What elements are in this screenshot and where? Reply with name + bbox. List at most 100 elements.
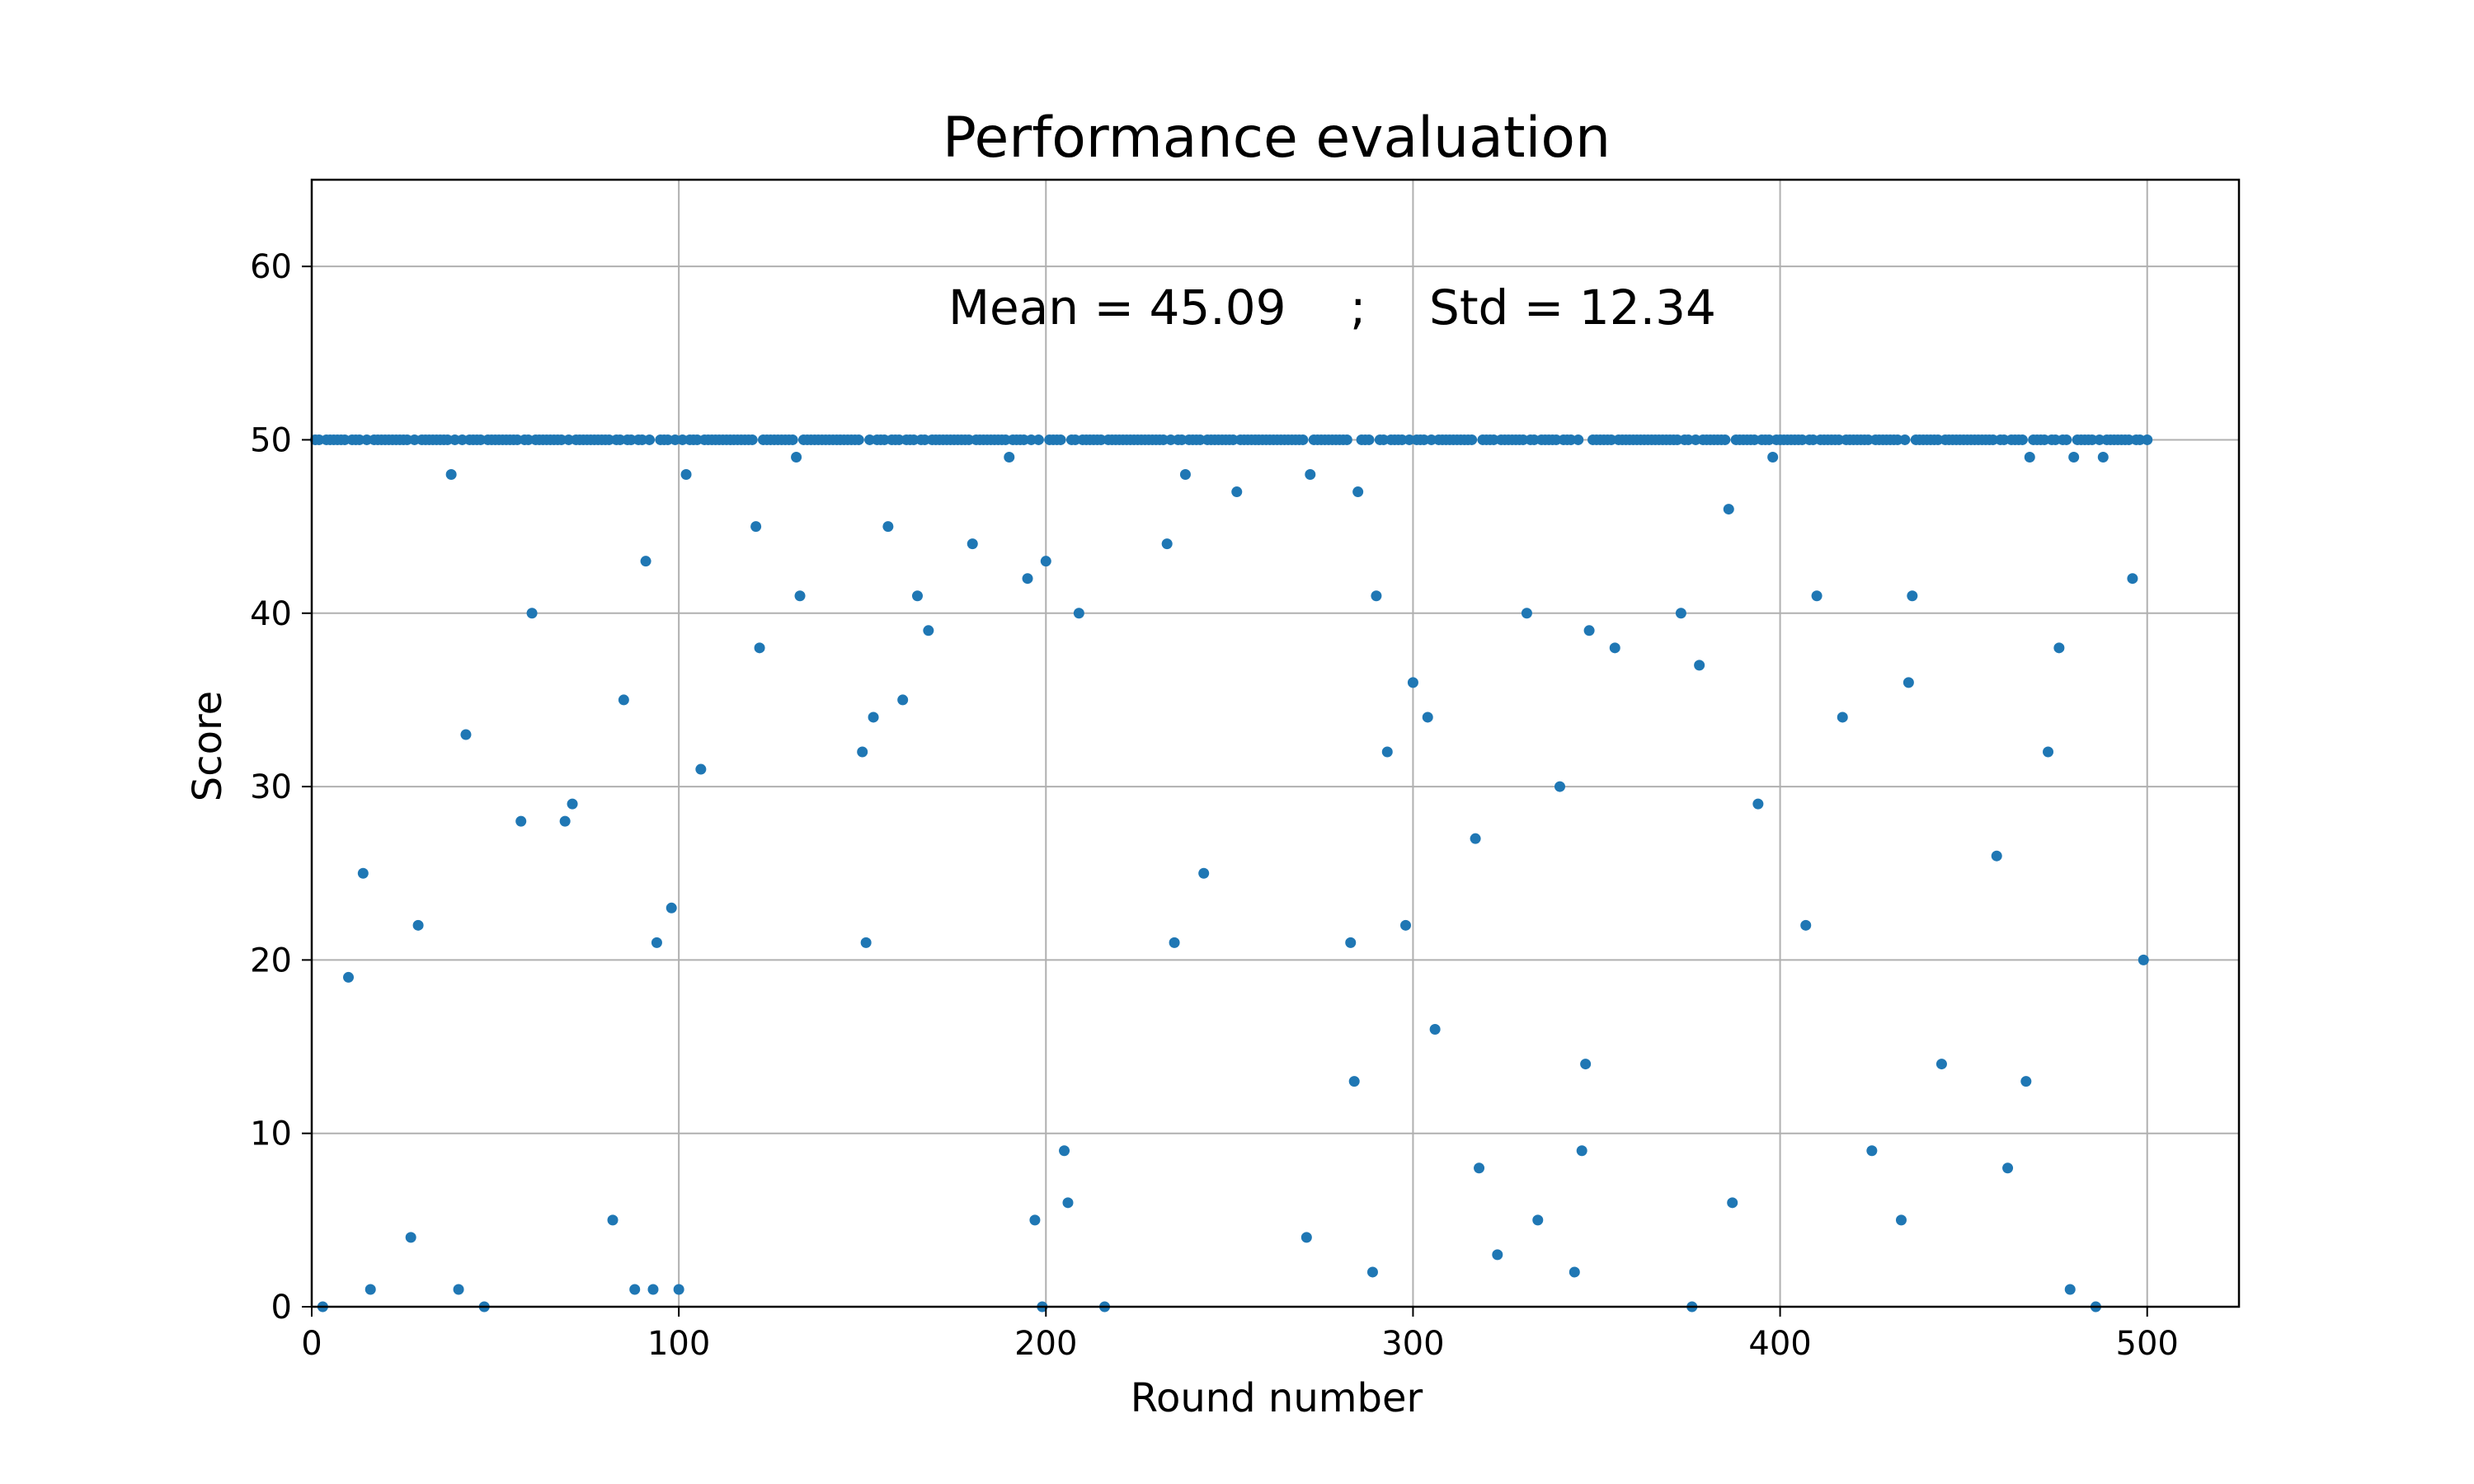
data-point: [1690, 434, 1701, 445]
plot-frame: [310, 178, 2241, 1308]
data-point: [670, 434, 681, 445]
data-point: [868, 711, 879, 723]
data-point: [313, 434, 325, 445]
y-tick-label: 50: [250, 421, 292, 459]
data-point: [515, 815, 527, 827]
data-point: [1554, 781, 1565, 792]
x-tick-label: 400: [1748, 1325, 1811, 1363]
data-point: [1583, 625, 1595, 636]
data-point: [860, 937, 872, 948]
data-point: [1528, 434, 1540, 445]
x-tick-label: 500: [2116, 1325, 2179, 1363]
data-point: [1723, 504, 1734, 515]
data-point: [2061, 434, 2072, 445]
data-point: [1418, 434, 1430, 445]
data-point: [1352, 486, 1364, 498]
data-point: [1070, 434, 1081, 445]
data-point: [1474, 1162, 1485, 1174]
data-point: [1407, 677, 1418, 688]
x-tick-label: 100: [647, 1325, 710, 1363]
data-point: [1899, 434, 1911, 445]
data-point: [1606, 434, 1617, 445]
data-point: [1532, 1214, 1544, 1226]
data-point: [644, 434, 656, 445]
data-point: [1025, 434, 1037, 445]
data-point: [864, 434, 876, 445]
data-point: [1675, 608, 1686, 619]
data-point: [405, 1232, 416, 1243]
data-point: [343, 971, 355, 983]
data-point: [1371, 590, 1382, 602]
data-point: [1158, 434, 1169, 445]
data-point: [754, 642, 765, 654]
data-point: [1161, 538, 1173, 550]
data-point: [1580, 1059, 1592, 1070]
data-point: [1987, 434, 1999, 445]
data-point: [460, 729, 472, 740]
data-point: [2024, 451, 2035, 463]
data-point: [449, 434, 461, 445]
data-point: [750, 521, 762, 533]
data-point: [2138, 954, 2149, 965]
data-point: [787, 434, 798, 445]
data-point: [618, 694, 629, 706]
std-annotation: Std = 12.34: [1429, 279, 1716, 336]
data-point: [614, 434, 626, 445]
data-point: [999, 434, 1011, 445]
data-point: [1231, 486, 1243, 498]
data-point: [857, 746, 868, 758]
data-point: [1866, 1145, 1878, 1157]
data-point: [1719, 434, 1731, 445]
y-tick-label: 60: [250, 248, 292, 286]
data-point: [1378, 434, 1390, 445]
data-point: [691, 434, 703, 445]
data-point: [677, 434, 689, 445]
data-point: [647, 1284, 659, 1295]
mean-annotation: Mean = 45.09: [948, 279, 1286, 336]
data-point: [442, 434, 454, 445]
data-point: [746, 434, 758, 445]
data-point: [607, 1214, 618, 1226]
data-point: [1055, 434, 1066, 445]
data-point: [2123, 434, 2134, 445]
data-point: [604, 434, 615, 445]
data-point: [1932, 434, 1944, 445]
x-tick-label: 200: [1014, 1325, 1077, 1363]
data-point: [1341, 434, 1352, 445]
data-point: [1059, 1145, 1070, 1157]
axis-ticks: 0 100 200 300 400 500 0 10 20 30 40 50 60: [250, 248, 2179, 1363]
data-point: [1300, 1232, 1312, 1243]
data-point: [1022, 573, 1033, 585]
data-point: [354, 434, 365, 445]
data-point: [402, 434, 413, 445]
data-point: [1029, 1214, 1041, 1226]
data-point: [662, 434, 674, 445]
data-point: [853, 434, 864, 445]
data-point: [2086, 434, 2098, 445]
data-point: [1018, 434, 1030, 445]
data-point: [1345, 937, 1357, 948]
data-point: [1796, 434, 1808, 445]
data-point: [457, 434, 468, 445]
data-point: [511, 434, 523, 445]
data-point: [1565, 434, 1577, 445]
data-point: [923, 625, 934, 636]
data-point: [1694, 660, 1705, 671]
data-point: [629, 1284, 641, 1295]
data-point: [556, 434, 567, 445]
annotation-separator: ;: [1350, 279, 1366, 336]
data-point: [1517, 434, 1529, 445]
data-point: [2020, 1076, 2032, 1087]
data-point: [1895, 1214, 1907, 1226]
data-point: [1576, 1145, 1587, 1157]
data-point: [882, 521, 894, 533]
data-point: [1492, 1249, 1503, 1261]
data-point: [1748, 434, 1760, 445]
data-point: [1682, 434, 1694, 445]
data-point: [1062, 1197, 1074, 1209]
data-point: [967, 538, 978, 550]
data-point: [963, 434, 975, 445]
x-axis-label: Round number: [1131, 1375, 1423, 1421]
